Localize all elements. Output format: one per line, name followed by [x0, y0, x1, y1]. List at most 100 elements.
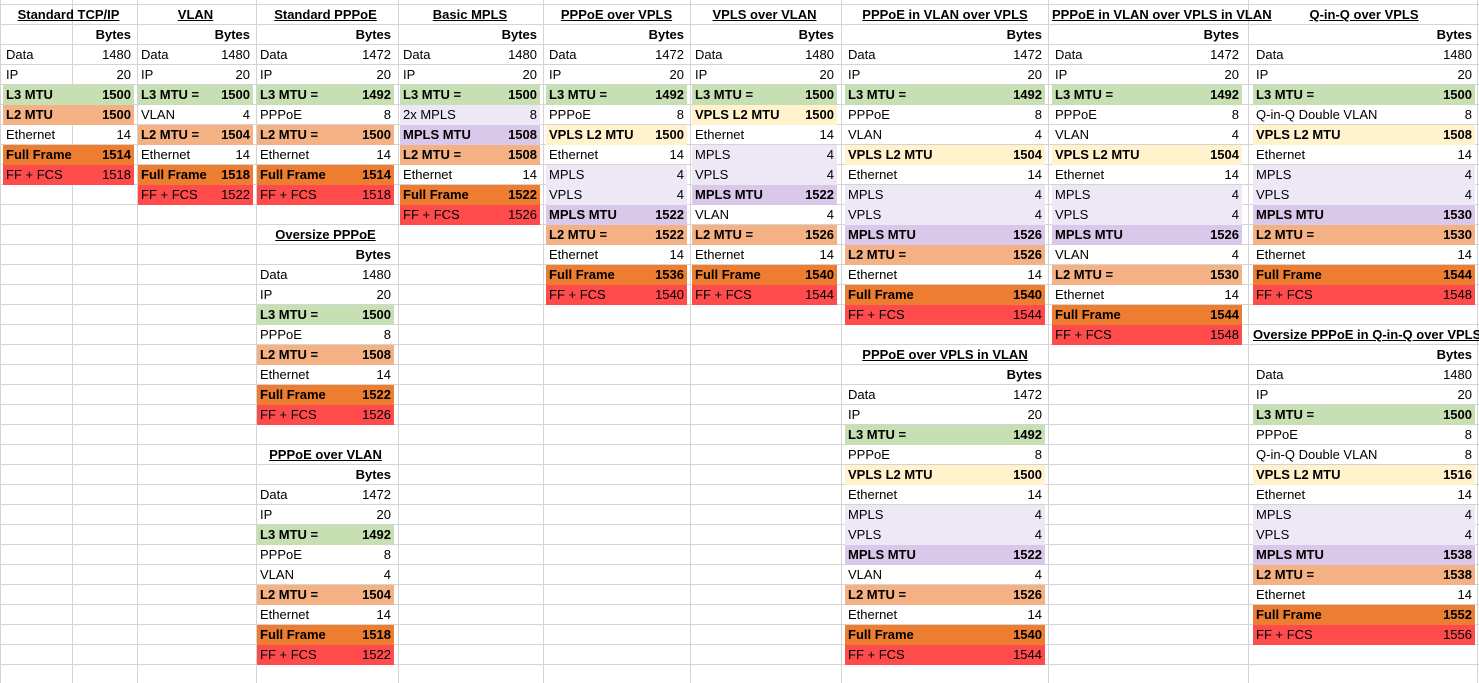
row-label: Full Frame	[260, 167, 326, 182]
row-label: FF + FCS	[6, 167, 63, 182]
row-value: 1538	[1443, 547, 1472, 562]
row-label: VLAN	[141, 107, 175, 122]
table-title: PPPoE over VPLS in VLAN	[862, 347, 1028, 362]
row-value: 4	[1231, 187, 1239, 202]
table-row: VLAN 4	[257, 565, 394, 585]
row-value: 1508	[362, 347, 391, 362]
bytes-header-row: Bytes	[1052, 25, 1242, 45]
table-title: PPPoE over VLAN	[269, 447, 382, 462]
row-label: PPPoE	[848, 107, 890, 122]
row-value: 1500	[655, 127, 684, 142]
row-value: 1514	[362, 167, 391, 182]
bytes-header-row: Bytes	[257, 465, 394, 485]
row-label: L3 MTU =	[260, 87, 319, 102]
row-value: 1522	[362, 647, 391, 662]
row-value: 14	[1457, 247, 1472, 262]
table-row: PPPoE 8	[257, 545, 394, 565]
row-value: 1526	[805, 227, 834, 242]
table-row: L3 MTU = 1500	[257, 305, 394, 325]
column-gridline	[256, 0, 257, 683]
row-value: 8	[529, 107, 537, 122]
row-label: VPLS L2 MTU	[695, 107, 780, 122]
row-label: VPLS	[549, 187, 583, 202]
row-label: Ethernet	[848, 267, 898, 282]
row-label: L2 MTU =	[1256, 227, 1315, 242]
row-value: 1526	[1013, 587, 1042, 602]
table-title-row: PPPoE in VLAN over VPLS in VLAN	[1052, 5, 1272, 25]
table-row: MPLS MTU 1522	[692, 185, 837, 205]
bytes-header: Bytes	[355, 27, 391, 42]
table-row: VPLS 4	[845, 205, 1045, 225]
row-value: 1540	[1013, 287, 1042, 302]
row-label: L2 MTU =	[260, 587, 319, 602]
row-value: 14	[116, 127, 131, 142]
row-value: 1472	[655, 47, 684, 62]
row-value: 1500	[805, 87, 834, 102]
row-label: Ethernet	[549, 247, 599, 262]
row-label: FF + FCS	[848, 307, 905, 322]
row-label: L2 MTU =	[695, 227, 754, 242]
row-value: 8	[1231, 107, 1239, 122]
row-value: 1492	[362, 527, 391, 542]
row-value: 4	[1034, 187, 1042, 202]
row-value: 14	[1027, 267, 1042, 282]
table-row: Full Frame 1514	[3, 145, 134, 165]
row-value: 1544	[1443, 267, 1472, 282]
row-value: 1526	[1013, 227, 1042, 242]
table-row: FF + FCS 1544	[845, 645, 1045, 665]
row-label: Data	[260, 47, 288, 62]
table-title-row: Standard TCP/IP	[3, 5, 134, 25]
row-value: 1508	[508, 127, 537, 142]
row-label: PPPoE	[1055, 107, 1097, 122]
column-gridline	[1477, 0, 1478, 683]
row-value: 14	[522, 167, 537, 182]
table-row: Full Frame 1544	[1052, 305, 1242, 325]
row-label: L3 MTU =	[1256, 407, 1315, 422]
row-value: 20	[522, 67, 537, 82]
row-value: 1480	[805, 47, 834, 62]
row-label: VLAN	[260, 567, 294, 582]
table-row: Full Frame 1514	[257, 165, 394, 185]
row-value: 4	[242, 107, 250, 122]
row-label: L2 MTU =	[848, 247, 907, 262]
table-row: Ethernet 14	[546, 145, 687, 165]
table-row: IP 20	[1052, 65, 1242, 85]
row-label: VLAN	[848, 127, 882, 142]
row-value: 1522	[362, 387, 391, 402]
table-row: VPLS L2 MTU 1504	[845, 145, 1045, 165]
table-row: MPLS 4	[546, 165, 687, 185]
table-row: PPPoE 8	[845, 105, 1045, 125]
row-label: Q-in-Q Double VLAN	[1256, 447, 1378, 462]
row-value: 1544	[805, 287, 834, 302]
row-value: 20	[1027, 67, 1042, 82]
column-gridline	[841, 0, 842, 683]
table-row: Full Frame 1544	[1253, 265, 1475, 285]
row-label: L3 MTU =	[695, 87, 754, 102]
table-row: L2 MTU = 1504	[138, 125, 253, 145]
row-value: 1492	[655, 87, 684, 102]
row-value: 1530	[1443, 227, 1472, 242]
row-value: 1552	[1443, 607, 1472, 622]
table-row: L3 MTU = 1500	[1253, 85, 1475, 105]
row-label: FF + FCS	[260, 407, 317, 422]
table-row: L3 MTU = 1492	[845, 425, 1045, 445]
row-value: 1526	[1210, 227, 1239, 242]
row-value: 20	[1027, 407, 1042, 422]
row-value: 14	[1457, 587, 1472, 602]
table-row: Full Frame 1522	[400, 185, 540, 205]
table-row: L3 MTU = 1492	[546, 85, 687, 105]
table-row: Ethernet 14	[845, 265, 1045, 285]
row-label: MPLS	[1256, 507, 1292, 522]
row-label: MPLS MTU	[1055, 227, 1123, 242]
row-value: 14	[376, 367, 391, 382]
row-label: PPPoE	[260, 547, 302, 562]
table-row: FF + FCS 1544	[692, 285, 837, 305]
row-label: FF + FCS	[1055, 327, 1112, 342]
table-row: Data 1480	[3, 45, 134, 65]
row-label: Full Frame	[403, 187, 469, 202]
row-value: 14	[669, 147, 684, 162]
table-row: VPLS L2 MTU 1508	[1253, 125, 1475, 145]
row-value: 8	[383, 547, 391, 562]
row-label: Full Frame	[1055, 307, 1121, 322]
row-label: L3 MTU =	[549, 87, 608, 102]
